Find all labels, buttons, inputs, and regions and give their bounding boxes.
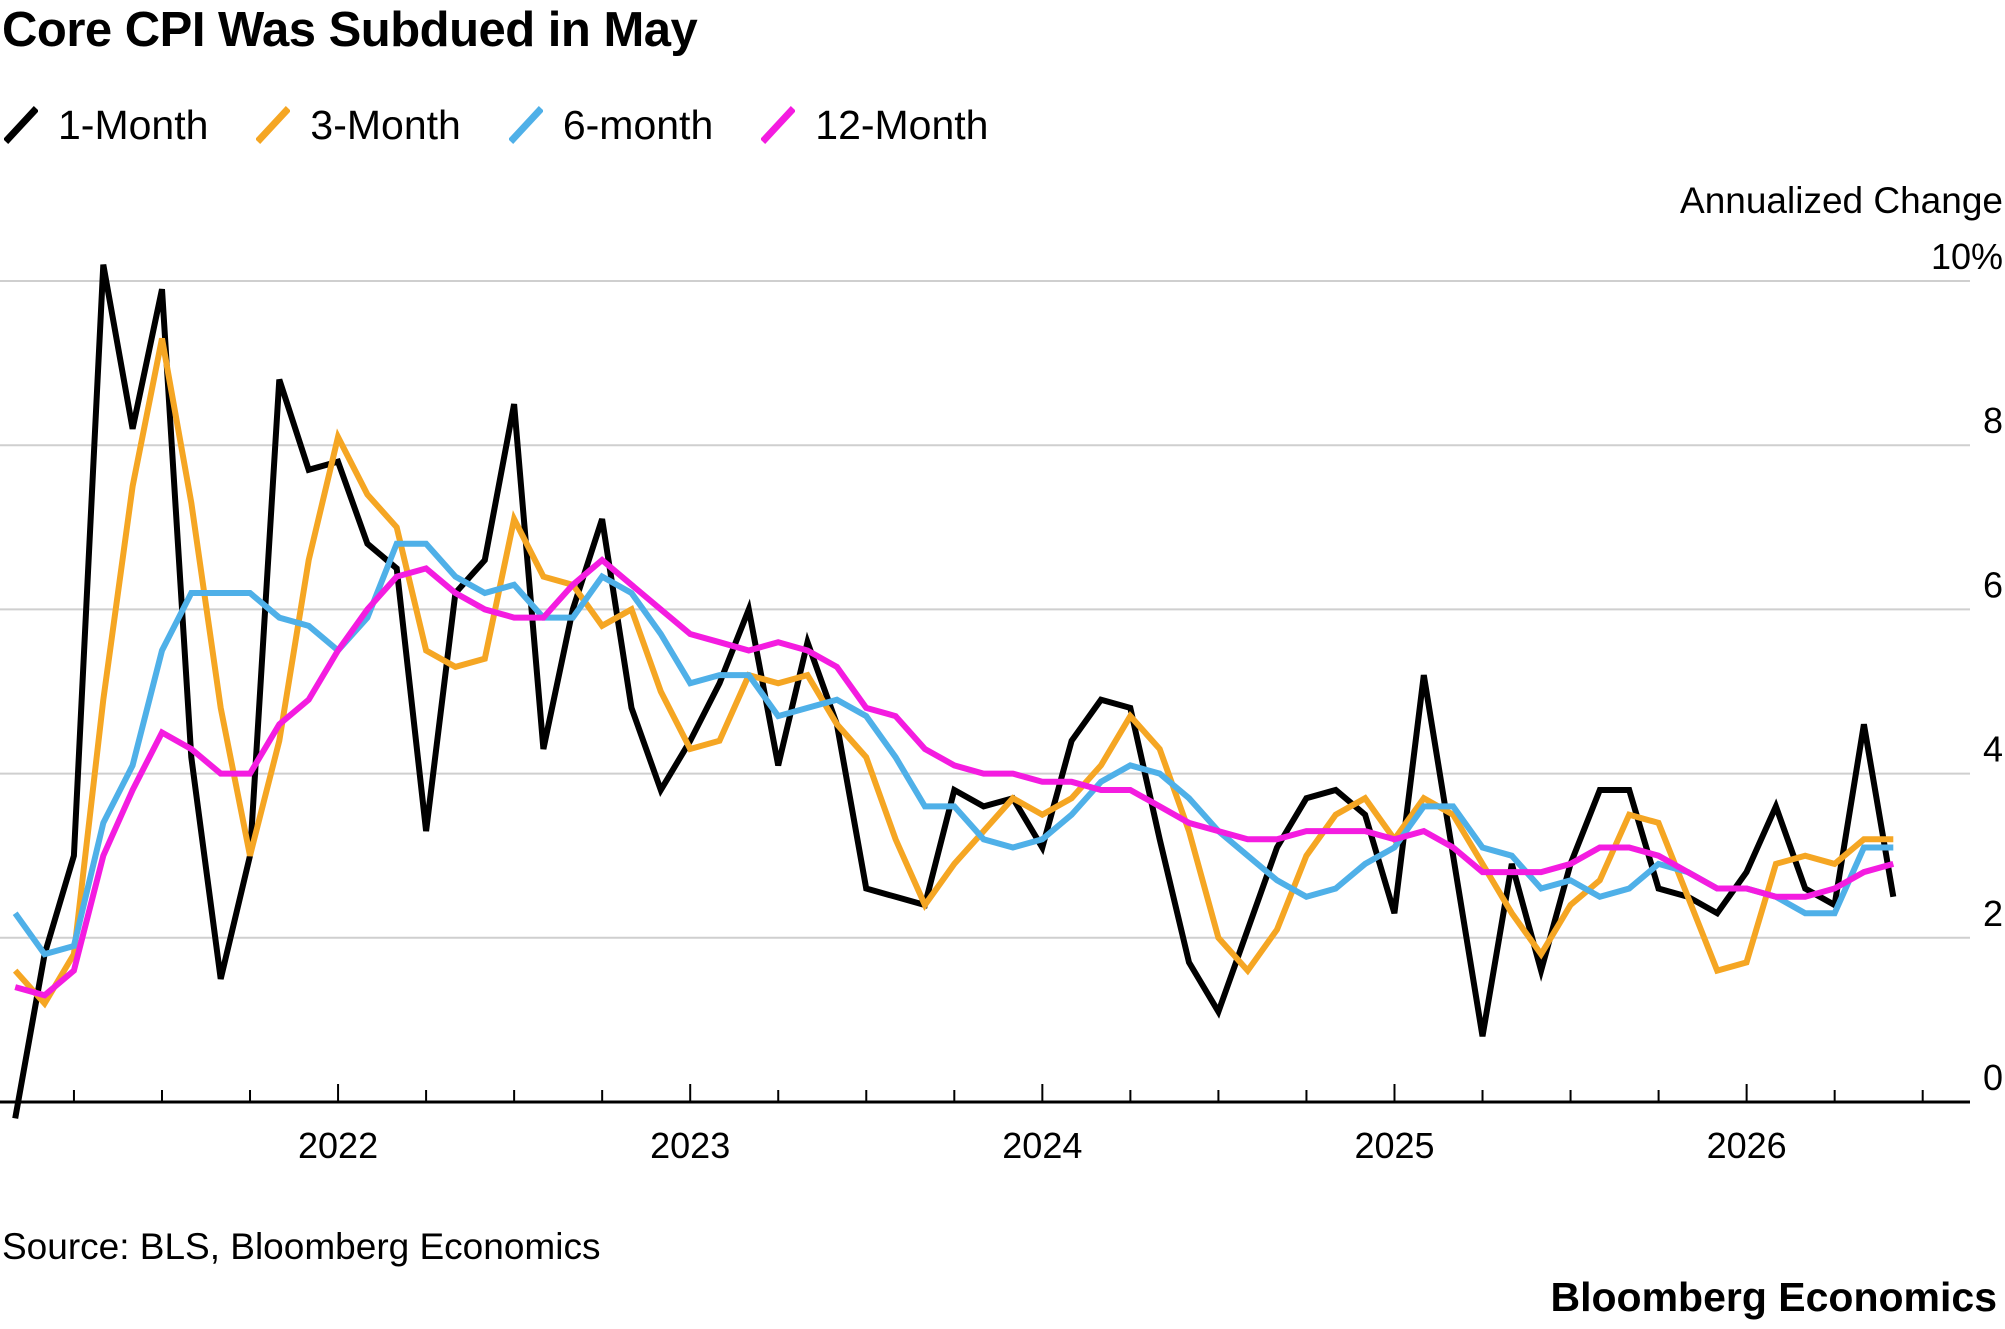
legend: 1-Month 3-Month 6-month 12-Month — [4, 95, 1036, 155]
legend-item-12-month: 12-Month — [761, 102, 988, 149]
legend-swatch-3-month — [256, 106, 291, 144]
legend-label-3-month: 3-Month — [310, 101, 461, 148]
legend-label-6-month: 6-month — [562, 101, 714, 148]
y-tick-label: 10% — [1931, 236, 2003, 277]
y-tick-label: 8 — [1983, 400, 2003, 441]
series-line-1-month — [12, 264, 1897, 1119]
chart-title: Core CPI Was Subdued in May — [2, 3, 698, 57]
source-note: Source: BLS, Bloomberg Economics — [2, 1226, 601, 1267]
x-tick-label: 2022 — [298, 1125, 378, 1166]
series-line-6-month — [12, 540, 1894, 958]
series-lines — [12, 264, 1897, 1119]
legend-item-6-month: 6-month — [508, 101, 714, 149]
x-tick-label: 2023 — [650, 1125, 730, 1166]
x-tick-label: 2024 — [1002, 1125, 1082, 1166]
legend-swatch-12-month — [761, 106, 796, 144]
series-line-3-month — [12, 337, 1894, 1009]
legend-label-12-month: 12-Month — [815, 101, 989, 148]
series-line-12-month — [14, 556, 1895, 999]
y-tick-label: 0 — [1983, 1057, 2003, 1098]
y-tick-labels: 0 2 4 6 8 10% — [1931, 236, 2003, 1098]
x-tick-label: 2026 — [1707, 1125, 1787, 1166]
legend-item-3-month: 3-Month — [256, 101, 461, 149]
bloomberg-logo: Bloomberg Economics — [1550, 1274, 1997, 1320]
x-tick-label: 2025 — [1354, 1125, 1434, 1166]
legend-item-1-month: 1-Month — [4, 102, 208, 149]
y-tick-label: 6 — [1983, 564, 2003, 605]
y-tick-label: 2 — [1983, 893, 2003, 934]
y-tick-label: 4 — [1983, 729, 2003, 770]
legend-label-1-month: 1-Month — [58, 101, 209, 148]
y-axis-label: Annualized Change — [1680, 180, 2003, 221]
legend-swatch-1-month — [4, 106, 38, 144]
x-axis: 2022 2023 2024 2025 2026 — [0, 1084, 1970, 1166]
legend-swatch-6-month — [508, 106, 543, 144]
